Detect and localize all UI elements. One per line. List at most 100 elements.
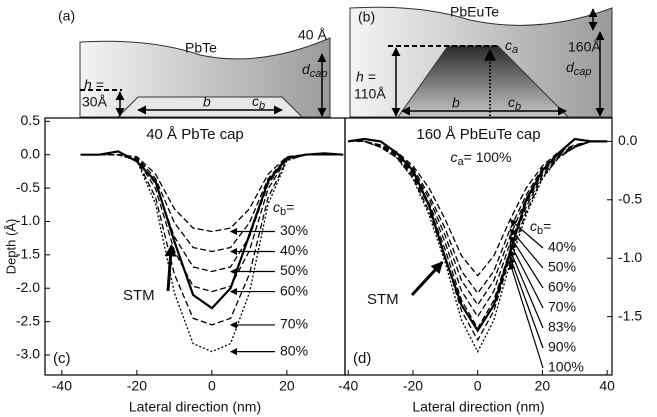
series-line bbox=[348, 140, 608, 318]
series-line bbox=[348, 140, 608, 354]
plot-frame bbox=[344, 117, 613, 376]
y-tick-label: -2.5 bbox=[16, 312, 40, 328]
y-tick-label: -2.0 bbox=[16, 279, 40, 295]
subscript: b bbox=[515, 101, 521, 113]
text: = bbox=[286, 199, 294, 215]
chart-title: 40 Å PbTe cap bbox=[146, 126, 244, 143]
annotation-arrow bbox=[164, 244, 177, 292]
series-line bbox=[80, 154, 344, 326]
y-tick-label: -0.5 bbox=[16, 179, 40, 195]
subscript: b bbox=[537, 225, 543, 237]
x-tick-label: -20 bbox=[127, 378, 147, 394]
x-tick-label: 0 bbox=[474, 378, 482, 394]
dot-shape bbox=[397, 45, 570, 118]
subscript: b bbox=[259, 100, 265, 112]
legend-label: 50% bbox=[548, 259, 576, 275]
x-tick-label: 20 bbox=[535, 378, 551, 394]
y-tick-label: -3.0 bbox=[16, 346, 40, 362]
legend-arrow bbox=[508, 262, 544, 369]
x-tick-label: 0 bbox=[208, 378, 216, 394]
series-line bbox=[80, 154, 344, 233]
legend-label: 80% bbox=[280, 342, 308, 358]
legend-label: 40% bbox=[548, 239, 576, 255]
legend-label: 30% bbox=[280, 222, 308, 238]
x-tick-label: -40 bbox=[52, 378, 72, 394]
symbol: c bbox=[451, 149, 458, 165]
y-tick-label: -1.5 bbox=[618, 307, 642, 323]
h-label: h = bbox=[356, 69, 376, 85]
symbol: d bbox=[302, 61, 311, 77]
panel-label: (b) bbox=[358, 9, 375, 25]
y-tick-label: -1.5 bbox=[16, 246, 40, 262]
series-line bbox=[80, 154, 344, 353]
plot-area bbox=[80, 150, 344, 353]
diagram-a: (a) PbTe 40 Å h = 30Å b cb dcap bbox=[58, 8, 331, 118]
panel-label: (c) bbox=[53, 350, 71, 367]
b-label: b bbox=[203, 94, 211, 110]
series-line bbox=[348, 140, 608, 342]
b-label: b bbox=[452, 95, 460, 111]
series-line bbox=[348, 137, 608, 333]
h-value: 110Å bbox=[354, 86, 386, 102]
series-line bbox=[348, 140, 608, 307]
legend-arrow bbox=[508, 256, 544, 349]
y-tick-label: -1.0 bbox=[618, 249, 642, 265]
legend-label: 100% bbox=[548, 359, 584, 375]
panel-label: (a) bbox=[58, 8, 75, 24]
subscript: cap bbox=[574, 66, 592, 78]
legend-label: 70% bbox=[280, 316, 308, 332]
dcap-label: dcap bbox=[302, 61, 328, 80]
legend-label: 60% bbox=[548, 279, 576, 295]
y-tick-label: 0.0 bbox=[618, 132, 638, 148]
legend-title: cb= bbox=[273, 199, 294, 218]
series-line bbox=[80, 150, 344, 310]
y-tick-label: -0.5 bbox=[618, 190, 642, 206]
subscript: a bbox=[458, 156, 465, 168]
subscript: b bbox=[280, 206, 286, 218]
legend-label: 50% bbox=[280, 262, 308, 278]
x-tick-label: 20 bbox=[279, 378, 295, 394]
annotation-arrow bbox=[410, 261, 444, 297]
subtitle: ca= 100% bbox=[451, 149, 512, 168]
diagram-b: (b) PbEuTe 160Å h = 110Å b ca cb dcap bbox=[349, 4, 613, 118]
legend-label: 70% bbox=[548, 299, 576, 315]
material: PbEuTe bbox=[450, 4, 499, 20]
thickness: 40 Å bbox=[298, 27, 327, 43]
text: = bbox=[543, 218, 551, 234]
h-value: 30Å bbox=[82, 94, 108, 110]
chart-title: 160 Å PbEuTe cap bbox=[416, 126, 540, 143]
series-line bbox=[80, 154, 344, 253]
legend-label: 90% bbox=[548, 339, 576, 355]
thickness: 160Å bbox=[568, 39, 601, 55]
h-label: h = bbox=[84, 77, 104, 93]
symbol: c bbox=[273, 199, 280, 215]
y-tick-label: 0.0 bbox=[21, 145, 41, 161]
cb-label: cb bbox=[252, 93, 265, 112]
legend-label: 40% bbox=[280, 242, 308, 258]
symbol: c bbox=[530, 218, 537, 234]
x-tick-label: -40 bbox=[338, 378, 358, 394]
legend-label: STM bbox=[367, 291, 399, 308]
legend-label: 60% bbox=[280, 282, 308, 298]
subscript: cap bbox=[310, 68, 328, 80]
material: PbTe bbox=[185, 40, 217, 56]
panel-label: (d) bbox=[353, 350, 371, 367]
symbol: d bbox=[566, 59, 575, 75]
legend-label: 83% bbox=[548, 319, 576, 335]
y-axis-title: Depth (Å) bbox=[3, 219, 18, 275]
plot-area bbox=[348, 137, 608, 354]
x-axis-title: Lateral direction (nm) bbox=[129, 399, 261, 415]
dcap-label: dcap bbox=[566, 59, 592, 78]
y-tick-label: 0.5 bbox=[21, 112, 41, 128]
symbol: c bbox=[505, 37, 512, 53]
ca-label: ca bbox=[505, 37, 518, 56]
legend-label: STM bbox=[123, 287, 155, 304]
series-line bbox=[348, 140, 608, 295]
text: = 100% bbox=[464, 149, 512, 165]
symbol: c bbox=[508, 94, 515, 110]
x-tick-label: -20 bbox=[403, 378, 423, 394]
symbol: c bbox=[252, 93, 259, 109]
y-tick-label: -1.0 bbox=[16, 212, 40, 228]
legend-arrow bbox=[509, 219, 544, 249]
